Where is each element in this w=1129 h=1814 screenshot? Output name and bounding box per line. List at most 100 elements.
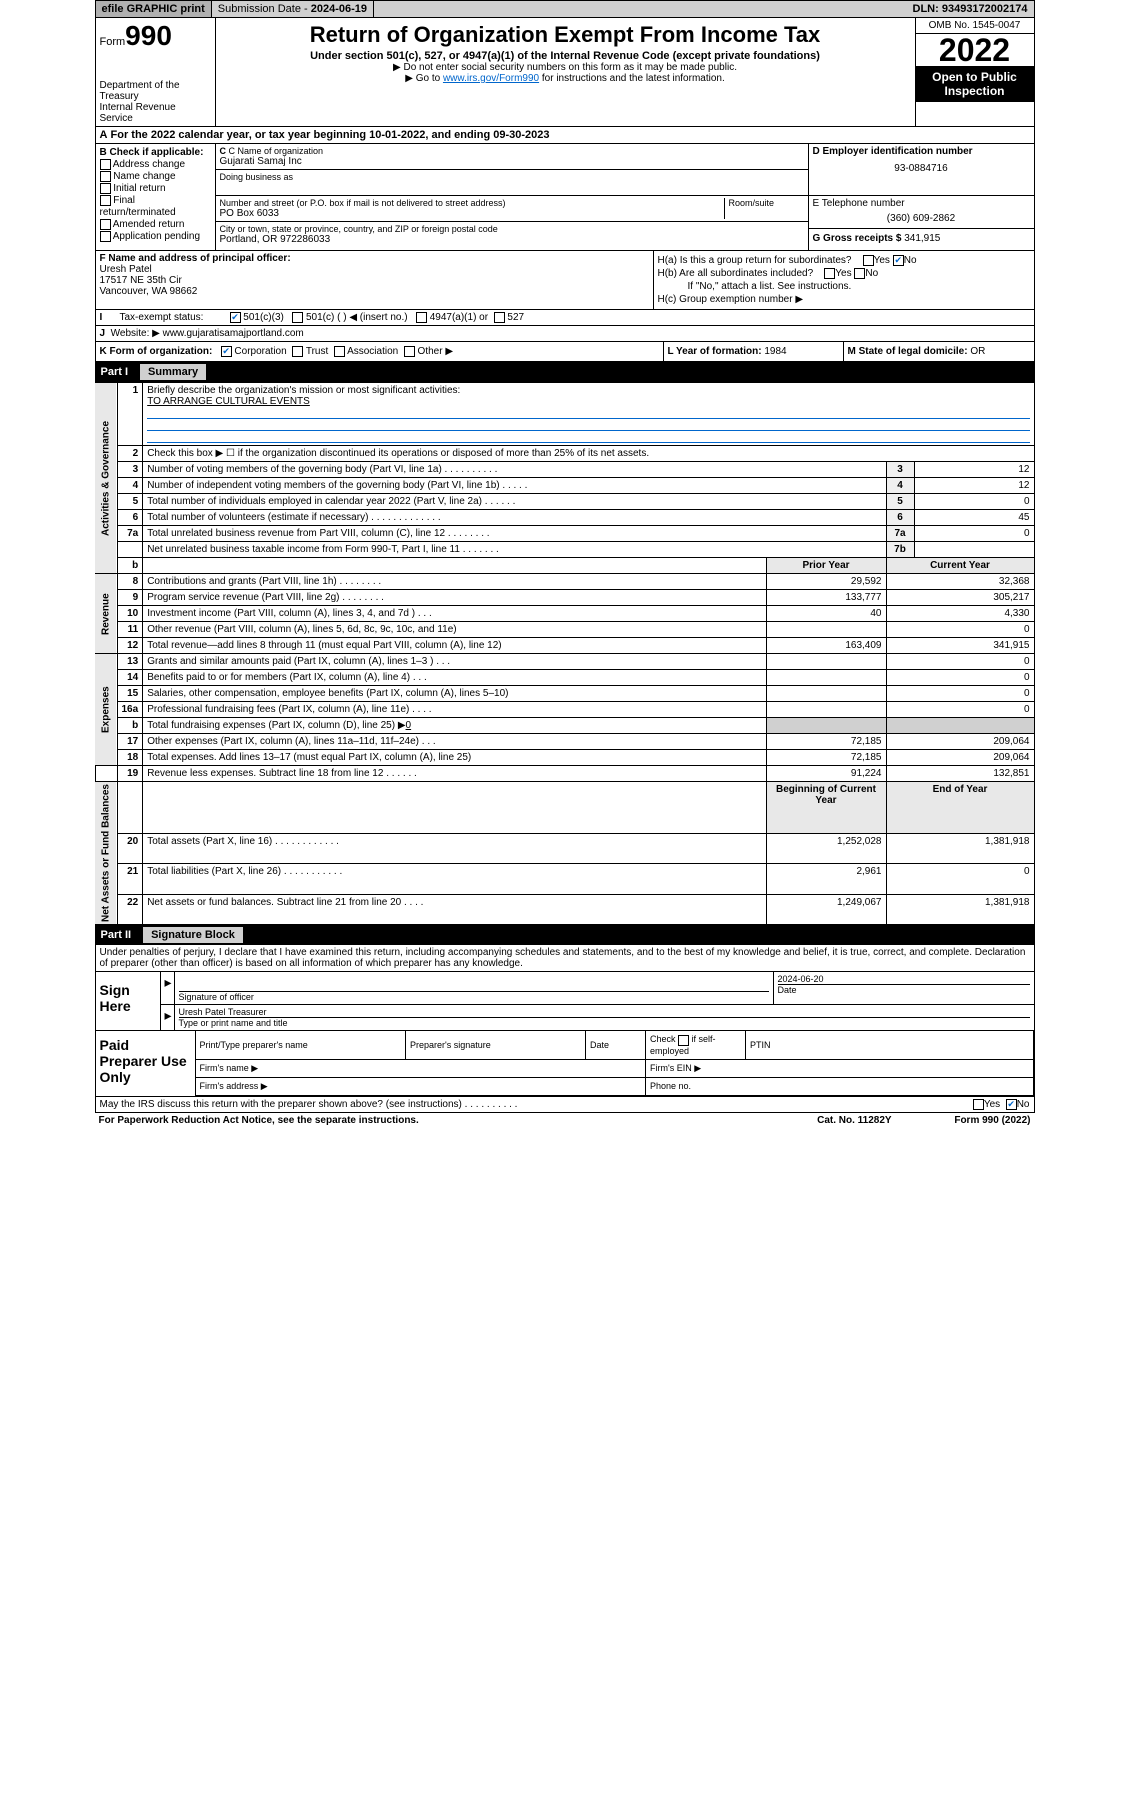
city-state-zip: Portland, OR 972286033: [220, 234, 804, 245]
form-title: Return of Organization Exempt From Incom…: [220, 22, 911, 48]
chk-final-return[interactable]: [100, 195, 111, 206]
p14: [766, 670, 886, 686]
p11: [766, 622, 886, 638]
efile-print-button[interactable]: efile GRAPHIC print: [96, 1, 212, 17]
c22: 1,381,918: [886, 894, 1034, 925]
summary-table: Activities & Governance 1 Briefly descri…: [95, 382, 1035, 925]
p19: 91,224: [766, 766, 886, 782]
c9: 305,217: [886, 590, 1034, 606]
c21: 0: [886, 864, 1034, 895]
side-expenses: Expenses: [95, 654, 117, 766]
open-inspection: Open to Public Inspection: [916, 66, 1034, 102]
p17: 72,185: [766, 734, 886, 750]
street: PO Box 6033: [220, 208, 724, 219]
officer-name: Uresh Patel Treasurer: [179, 1007, 1030, 1017]
chk-initial-return[interactable]: [100, 183, 111, 194]
chk-discuss-no[interactable]: [1006, 1099, 1017, 1110]
part-1-header: Part ISummary: [95, 362, 1035, 382]
ein: 93-0884716: [813, 163, 1030, 174]
side-activities: Activities & Governance: [95, 383, 117, 574]
chk-address-change[interactable]: [100, 159, 111, 170]
dept-label: Department of the Treasury Internal Reve…: [100, 80, 211, 124]
tax-year: 2022: [916, 34, 1034, 66]
org-name: Gujarati Samaj Inc: [220, 156, 804, 167]
chk-discuss-yes[interactable]: [973, 1099, 984, 1110]
box-m: M State of legal domicile: OR: [844, 342, 1034, 361]
subtitle-2: ▶ Do not enter social security numbers o…: [220, 62, 911, 73]
footer: For Paperwork Reduction Act Notice, see …: [95, 1113, 1035, 1128]
c20: 1,381,918: [886, 833, 1034, 864]
c10: 4,330: [886, 606, 1034, 622]
box-i: I Tax-exempt status: 501(c)(3) 501(c) ( …: [95, 310, 1035, 326]
p22: 1,249,067: [766, 894, 886, 925]
chk-corporation[interactable]: [221, 346, 232, 357]
c16a: 0: [886, 702, 1034, 718]
subtitle-1: Under section 501(c), 527, or 4947(a)(1)…: [220, 50, 911, 62]
p10: 40: [766, 606, 886, 622]
line-a-tax-year: A For the 2022 calendar year, or tax yea…: [95, 127, 1035, 144]
chk-amended-return[interactable]: [100, 219, 111, 230]
chk-association[interactable]: [334, 346, 345, 357]
box-k: K Form of organization: Corporation Trus…: [96, 342, 664, 361]
p8: 29,592: [766, 574, 886, 590]
p9: 133,777: [766, 590, 886, 606]
c18: 209,064: [886, 750, 1034, 766]
box-h: H(a) Is this a group return for subordin…: [654, 251, 1034, 309]
chk-self-employed[interactable]: [678, 1035, 689, 1046]
c19: 132,851: [886, 766, 1034, 782]
c13: 0: [886, 654, 1034, 670]
top-toolbar: efile GRAPHIC print Submission Date - 20…: [95, 0, 1035, 18]
arrow-icon: [161, 1005, 175, 1030]
p15: [766, 686, 886, 702]
dln: DLN: 93493172002174: [907, 1, 1034, 17]
p12: 163,409: [766, 638, 886, 654]
p21: 2,961: [766, 864, 886, 895]
chk-other[interactable]: [404, 346, 415, 357]
c17: 209,064: [886, 734, 1034, 750]
p20: 1,252,028: [766, 833, 886, 864]
v5: 0: [914, 494, 1034, 510]
sign-date: 2024-06-20: [778, 974, 1030, 984]
chk-4947[interactable]: [416, 312, 427, 323]
c14: 0: [886, 670, 1034, 686]
box-j: J Website: ▶ www.gujaratisamajportland.c…: [95, 326, 1035, 342]
v7a: 0: [914, 526, 1034, 542]
v3: 12: [914, 462, 1034, 478]
chk-ha-yes[interactable]: [863, 255, 874, 266]
form-header: Form990 Department of the Treasury Inter…: [95, 18, 1035, 127]
paid-preparer-block: Paid Preparer Use Only Print/Type prepar…: [95, 1031, 1035, 1096]
sign-here-block: Sign Here Signature of officer 2024-06-2…: [95, 972, 1035, 1031]
chk-527[interactable]: [494, 312, 505, 323]
v4: 12: [914, 478, 1034, 494]
discuss-row: May the IRS discuss this return with the…: [95, 1097, 1035, 1113]
v16b: 0: [406, 720, 412, 731]
p18: 72,185: [766, 750, 886, 766]
part-2-header: Part IISignature Block: [95, 925, 1035, 945]
box-l: L Year of formation: 1984: [664, 342, 844, 361]
c8: 32,368: [886, 574, 1034, 590]
c11: 0: [886, 622, 1034, 638]
chk-hb-yes[interactable]: [824, 268, 835, 279]
chk-application-pending[interactable]: [100, 231, 111, 242]
c15: 0: [886, 686, 1034, 702]
arrow-icon: [161, 972, 175, 1004]
side-revenue: Revenue: [95, 574, 117, 654]
chk-hb-no[interactable]: [854, 268, 865, 279]
submission-date: Submission Date - 2024-06-19: [212, 1, 374, 17]
p13: [766, 654, 886, 670]
v7b: [914, 542, 1034, 558]
chk-trust[interactable]: [292, 346, 303, 357]
irs-link[interactable]: www.irs.gov/Form990: [443, 73, 539, 84]
v6: 45: [914, 510, 1034, 526]
website: www.gujaratisamajportland.com: [163, 328, 304, 339]
telephone: (360) 609-2862: [813, 213, 1030, 224]
c12: 341,915: [886, 638, 1034, 654]
perjury-statement: Under penalties of perjury, I declare th…: [95, 945, 1035, 972]
gross-receipts: 341,915: [904, 233, 940, 244]
chk-501c[interactable]: [292, 312, 303, 323]
chk-ha-no[interactable]: [893, 255, 904, 266]
chk-501c3[interactable]: [230, 312, 241, 323]
box-b: B Check if applicable: Address change Na…: [96, 144, 216, 250]
form-number: Form990: [100, 20, 211, 52]
chk-name-change[interactable]: [100, 171, 111, 182]
